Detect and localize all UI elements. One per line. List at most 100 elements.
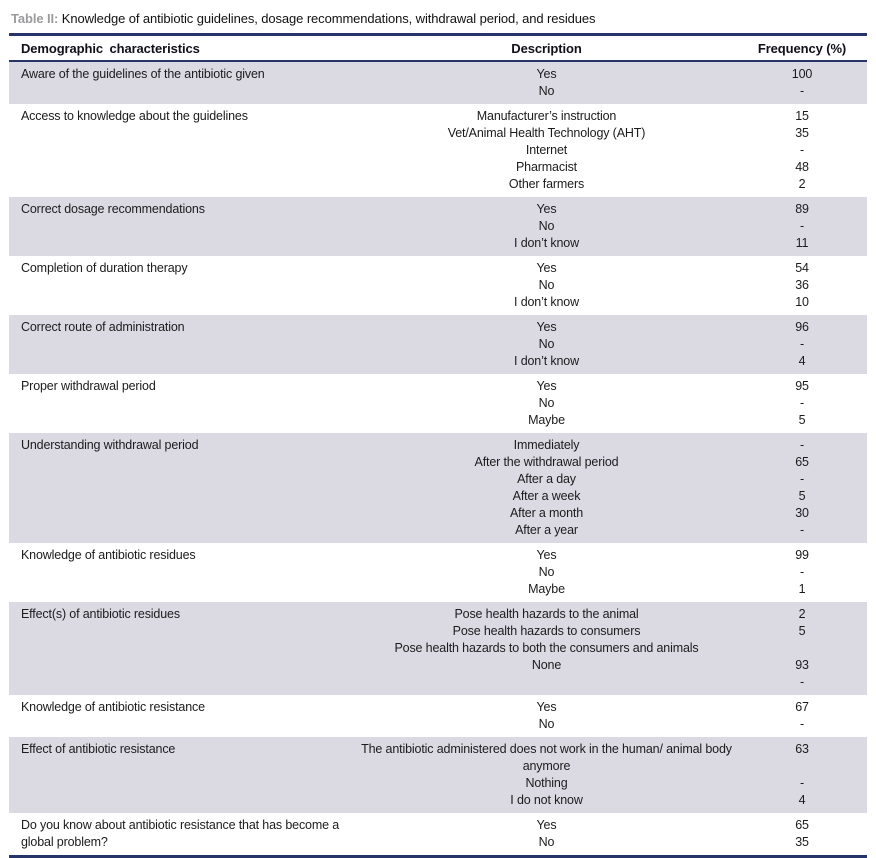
table-row: I don’t know 10 <box>9 294 867 315</box>
description-cell: After a month <box>356 505 737 522</box>
table-row: After a month 30 <box>9 505 867 522</box>
description-cell: After a day <box>356 471 737 488</box>
description-cell: After a week <box>356 488 737 505</box>
description-cell: I do not know <box>356 792 737 813</box>
description-cell: No <box>538 565 555 579</box>
frequency-cell: 93 <box>737 657 867 674</box>
frequency-cell: 89 <box>737 197 867 218</box>
frequency-cell: 100 <box>737 61 867 83</box>
description-cell: Yes <box>536 818 557 832</box>
frequency-cell: 99 <box>795 548 809 562</box>
frequency-cell: 35 <box>795 126 809 140</box>
frequency-cell: 65 <box>737 454 867 471</box>
frequency-cell: - <box>799 396 804 410</box>
table-row: Proper withdrawal period Yes 95 <box>9 374 867 395</box>
description-cell: I don’t know <box>356 353 737 374</box>
description-cell: Maybe <box>528 413 565 427</box>
frequency-cell: - <box>737 336 867 353</box>
description-cell: I don’t know <box>356 235 737 256</box>
frequency-cell: 4 <box>737 353 867 374</box>
description-cell: After the withdrawal period <box>356 454 737 471</box>
description-cell: No <box>538 717 555 731</box>
table-row: Correct dosage recommendations Yes 89 <box>9 197 867 256</box>
characteristic-cell: Knowledge of antibiotic resistance <box>21 700 205 714</box>
table-row: None 93 <box>9 657 867 674</box>
description-cell: No <box>356 83 737 104</box>
frequency-cell: 63 <box>737 737 867 775</box>
frequency-cell: 15 <box>795 109 809 123</box>
description-cell <box>356 674 737 695</box>
table-row: After a day - <box>9 471 867 488</box>
frequency-cell: 2 <box>737 602 867 623</box>
frequency-cell: 54 <box>795 261 809 275</box>
description-cell: I don’t know <box>514 295 579 309</box>
table-row: No - <box>9 83 867 104</box>
frequency-cell: 65 <box>795 818 809 832</box>
table-row: Maybe 1 <box>9 581 867 602</box>
table-row: No 35 <box>9 834 867 857</box>
frequency-cell: 30 <box>737 505 867 522</box>
table-row: No - <box>9 395 867 412</box>
characteristic-cell: Completion of duration therapy <box>21 261 188 275</box>
description-cell: None <box>356 657 737 674</box>
table-row: I don’t know 11 <box>9 235 867 256</box>
table-row: Do you know about antibiotic resistance … <box>9 813 867 849</box>
table-caption-label: Table II: <box>11 11 59 26</box>
table-row: Internet - <box>9 142 867 159</box>
description-cell: No <box>356 218 737 235</box>
description-cell: Yes <box>536 379 557 393</box>
characteristic-cell: Effect of antibiotic resistance <box>9 737 356 813</box>
table-row: Effect(s) of antibiotic residues Pose hea… <box>9 602 867 695</box>
description-cell: No <box>538 396 555 410</box>
frequency-cell: 1 <box>798 582 806 596</box>
characteristic-cell: Aware of the guidelines of the antibioti… <box>9 61 356 104</box>
description-cell: Yes <box>356 315 737 336</box>
frequency-cell: 4 <box>737 792 867 813</box>
frequency-cell: - <box>737 775 867 792</box>
frequency-cell: - <box>737 471 867 488</box>
table-row: I do not know 4 <box>9 792 867 813</box>
table-row: After a year - <box>9 522 867 543</box>
description-cell: Yes <box>536 700 557 714</box>
table-body: Aware of the guidelines of the antibioti… <box>9 61 867 857</box>
description-cell: No <box>356 336 737 353</box>
table-row: Knowledge of antibiotic resistance Yes 67 <box>9 695 867 716</box>
description-cell: Pose health hazards to the animal <box>356 602 737 623</box>
frequency-cell: 96 <box>737 315 867 336</box>
frequency-cell: 10 <box>795 295 809 309</box>
table-row: Maybe 5 <box>9 412 867 433</box>
description-cell: Maybe <box>528 582 565 596</box>
characteristic-cell: Correct route of administration <box>9 315 356 374</box>
characteristic-cell: Correct dosage recommendations <box>9 197 356 256</box>
header-frequency: Frequency (%) <box>737 34 867 62</box>
table-header: Demographic characteristics Description … <box>9 34 867 62</box>
table-row: No 36 <box>9 277 867 294</box>
description-cell: The antibiotic administered does not wor… <box>356 737 737 775</box>
characteristic-cell: Access to knowledge about the guidelines <box>21 109 248 123</box>
frequency-cell: 5 <box>798 413 806 427</box>
frequency-cell: - <box>737 433 867 454</box>
description-cell: Vet/Animal Health Technology (AHT) <box>447 126 646 140</box>
header-description: Description <box>356 34 737 62</box>
table-row: Vet/Animal Health Technology (AHT) 35 <box>9 125 867 142</box>
header-demographic-characteristics: Demographic characteristics <box>9 34 356 62</box>
characteristic-cell: Effect(s) of antibiotic residues <box>9 602 356 695</box>
table-row: Correct route of administration Yes 96 <box>9 315 867 374</box>
frequency-cell: 35 <box>795 835 809 849</box>
table-row: Understanding withdrawal period Immediate… <box>9 433 867 543</box>
table-caption: Table II: Knowledge of antibiotic guidel… <box>11 11 867 27</box>
description-cell: Manufacturer’s instruction <box>476 109 617 123</box>
header-row: Demographic characteristics Description … <box>9 34 867 62</box>
table-row: Completion of duration therapy Yes 54 <box>9 256 867 277</box>
table-row: - <box>9 674 867 695</box>
table-row: Pose health hazards to consumers 5 <box>9 623 867 640</box>
frequency-cell: 36 <box>795 278 809 292</box>
description-cell: Pharmacist <box>515 160 578 174</box>
table-row: I don’t know 4 <box>9 353 867 374</box>
description-cell: No <box>538 278 555 292</box>
description-cell: Yes <box>536 261 557 275</box>
frequency-cell: - <box>737 674 867 695</box>
frequency-cell: 5 <box>737 488 867 505</box>
description-cell: Yes <box>356 197 737 218</box>
